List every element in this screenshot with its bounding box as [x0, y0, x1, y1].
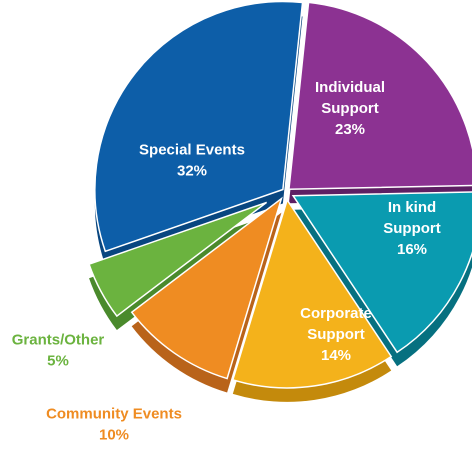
- pie-value-label: 5%: [47, 353, 69, 370]
- pie-category-label: Support: [307, 326, 365, 343]
- pie-category-label: Grants/Other: [12, 332, 105, 349]
- pie-category-label: Support: [383, 220, 441, 237]
- pie-label-in-kind-support: In kind Support 16%: [383, 199, 441, 258]
- pie-category-label: Special Events: [139, 142, 245, 159]
- pie-slice-individual-support: [288, 1, 472, 191]
- pie-label-grants-other: Grants/Other 5%: [12, 332, 105, 370]
- pie-slice-grants-other: [88, 201, 268, 318]
- pie-category-label: In kind: [388, 199, 436, 216]
- pie-value-label: 32%: [177, 163, 207, 180]
- pie-label-corporate-support: Corporate Support 14%: [300, 305, 372, 364]
- pie-label-community-events: Community Events 10%: [46, 406, 182, 444]
- pie-category-label: Individual: [315, 79, 385, 96]
- pie-slices: [88, 0, 472, 389]
- pie-labels: Individual Support 23% In kind Support 16% Cor…: [12, 79, 441, 444]
- pie-slice-special-events: [94, 0, 304, 253]
- pie-category-label: Community Events: [46, 406, 182, 423]
- pie-slice-corporate-support: [231, 198, 393, 389]
- pie-value-label: 10%: [99, 427, 129, 444]
- pie-label-special-events: Special Events 32%: [139, 142, 245, 180]
- pie-value-label: 16%: [397, 241, 427, 258]
- pie-label-individual-support: Individual Support 23%: [315, 79, 385, 138]
- pie-slice-in-kind-support: [291, 191, 472, 354]
- pie-slice-community-events: [130, 196, 283, 380]
- pie-category-label: Corporate: [300, 305, 372, 322]
- pie-value-label: 14%: [321, 347, 351, 364]
- pie-value-label: 23%: [335, 121, 365, 138]
- pie-category-label: Support: [321, 100, 379, 117]
